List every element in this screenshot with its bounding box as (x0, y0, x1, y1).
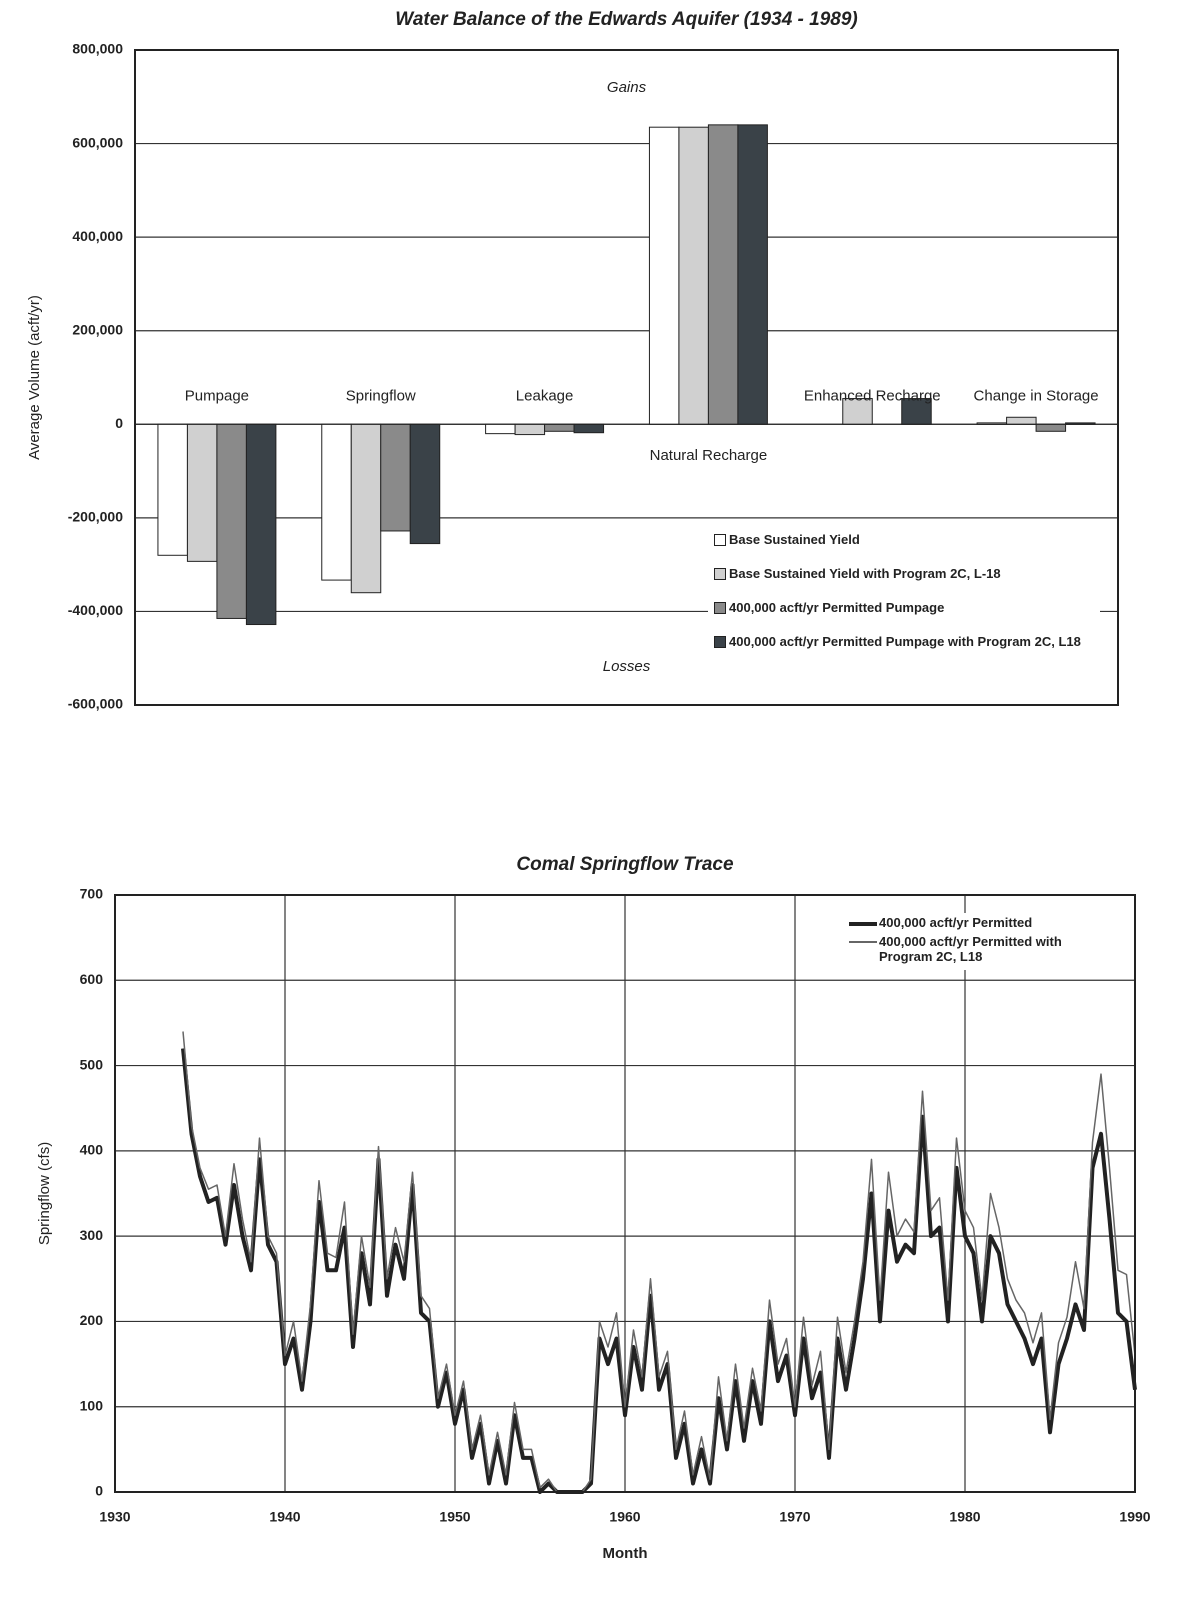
legend-entry: 400,000 acft/yr Permitted Pumpage with P… (714, 634, 1094, 649)
legend-entry: 400,000 acft/yr Permitted (849, 915, 1099, 930)
y-tick-label: 500 (80, 1056, 104, 1072)
bar (573, 423, 605, 434)
bar (409, 423, 441, 545)
y-tick-label: 800,000 (72, 41, 123, 57)
x-tick-label: 1980 (949, 1509, 980, 1525)
legend-swatch (849, 922, 877, 926)
legend-label: 400,000 acft/yr Permitted Pumpage with P… (729, 633, 1081, 649)
legend-label: Base Sustained Yield with Program 2C, L-… (729, 565, 1001, 581)
legend-entry: 400,000 acft/yr Permitted Pumpage (714, 600, 1094, 615)
bar (707, 124, 739, 425)
y-axis-label: Average Volume (acft/yr) (26, 295, 43, 460)
legend-swatch (714, 533, 726, 546)
bar (678, 126, 709, 425)
y-tick-label: 400 (80, 1142, 104, 1158)
annotation: Losses (602, 658, 651, 675)
bar (350, 423, 382, 594)
legend-label: Base Sustained Yield (729, 531, 860, 547)
y-tick-label: -200,000 (68, 509, 123, 525)
bar (544, 423, 575, 432)
chart-title: Water Balance of the Edwards Aquifer (19… (395, 9, 858, 30)
bar (1035, 423, 1067, 432)
bar (245, 423, 277, 626)
legend-entry: Base Sustained Yield (714, 532, 1094, 547)
bar (186, 423, 218, 562)
annotation: Gains (606, 79, 647, 96)
legend-entry: Base Sustained Yield with Program 2C, L-… (714, 566, 1094, 581)
series-line (181, 1048, 1137, 1494)
y-tick-label: 100 (80, 1397, 104, 1413)
y-tick-label: 600,000 (72, 134, 123, 150)
bar (737, 124, 768, 425)
legend: Base Sustained Yield Base Sustained Yield… (708, 527, 1100, 672)
chart-title: Comal Springflow Trace (516, 854, 734, 875)
x-axis-label: Month (603, 1545, 648, 1562)
legend-label: 400,000 acft/yr Permitted (879, 915, 1033, 930)
legend-swatch (714, 601, 726, 614)
legend-swatch (849, 941, 877, 943)
x-tick-label: 1930 (99, 1509, 130, 1525)
category-label: Natural Recharge (649, 447, 768, 465)
y-tick-label: 200,000 (72, 321, 123, 337)
legend: 400,000 acft/yr Permitted 400,000 acft/yr… (845, 913, 1103, 970)
legend-entry: 400,000 acft/yr Permitted with Program 2… (849, 934, 1099, 964)
y-tick-label: 200 (80, 1312, 104, 1328)
y-tick-label: 600 (80, 971, 104, 987)
x-tick-label: 1960 (609, 1509, 640, 1525)
plot-frame (114, 894, 1136, 1493)
y-axis-label: Springflow (cfs) (36, 1142, 53, 1245)
bar (380, 423, 411, 532)
bar (321, 423, 352, 581)
legend-label: 400,000 acft/yr Permitted Pumpage (729, 599, 945, 615)
y-tick-label: 300 (80, 1227, 104, 1243)
legend-label: 400,000 acft/yr Permitted with Program 2… (879, 934, 1062, 964)
y-tick-label: 0 (115, 415, 123, 431)
category-label: Enhanced Recharge (803, 387, 941, 405)
bar (514, 423, 546, 436)
x-tick-label: 1940 (269, 1509, 300, 1525)
legend-swatch (714, 635, 726, 648)
bar (216, 423, 247, 619)
y-tick-label: 400,000 (72, 228, 123, 244)
bar (842, 398, 873, 425)
y-tick-label: -600,000 (68, 696, 123, 712)
category-label: Pumpage (184, 387, 250, 405)
category-label: Change in Storage (973, 387, 1099, 405)
x-tick-label: 1990 (1119, 1509, 1150, 1525)
bar (648, 126, 680, 425)
legend-swatch (714, 567, 726, 580)
plot-frame (134, 49, 1119, 706)
x-tick-label: 1950 (439, 1509, 470, 1525)
series-line (182, 1031, 1136, 1493)
y-tick-label: -400,000 (68, 602, 123, 618)
y-tick-label: 700 (80, 886, 104, 902)
x-tick-label: 1970 (779, 1509, 810, 1525)
category-label: Leakage (515, 387, 574, 405)
bar (1006, 416, 1037, 425)
y-tick-label: 0 (95, 1483, 103, 1499)
bar (485, 423, 516, 435)
category-label: Springflow (345, 387, 416, 405)
bar (157, 423, 188, 556)
